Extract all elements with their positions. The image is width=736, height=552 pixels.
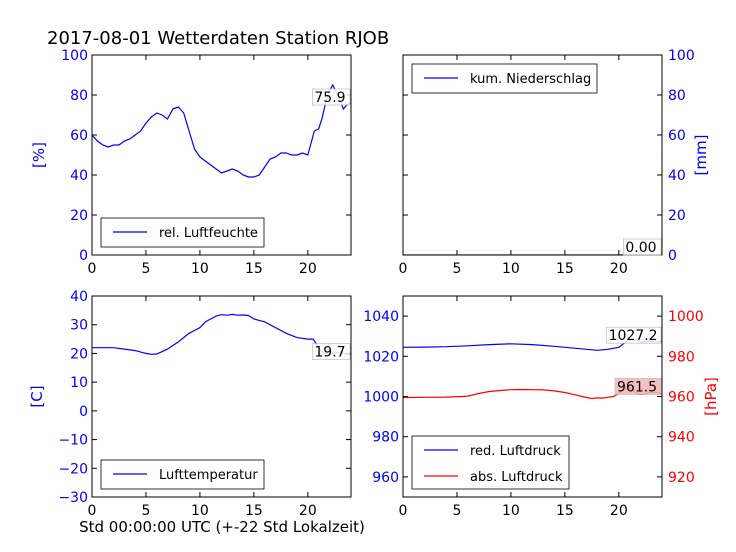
legend-entry: Lufttemperatur — [159, 468, 258, 483]
x-tick-label: 10 — [191, 503, 209, 519]
y-tick-label: 100 — [668, 48, 695, 64]
y-tick-label: 30 — [70, 318, 88, 334]
x-tick-label: 20 — [610, 503, 628, 519]
x-tick-label: 20 — [610, 261, 628, 277]
legend-entry: red. Luftdruck — [470, 444, 561, 459]
legend-box — [411, 435, 570, 490]
y-tick-label-left: 980 — [372, 430, 399, 446]
plot-frame — [402, 54, 663, 256]
figure-xlabel: Std 00:00:00 UTC (+-22 Std Lokalzeit) — [79, 518, 365, 536]
y-tick-label-left: 1000 — [363, 390, 399, 406]
y-tick-label-right: 980 — [668, 349, 695, 365]
y-tick-label: −30 — [58, 490, 88, 506]
last-value-label-bg — [623, 238, 662, 256]
y-tick-label: 40 — [668, 168, 686, 184]
y-tick-label: 0 — [79, 248, 88, 264]
y-tick-label: 100 — [61, 48, 88, 64]
x-tick-label: 15 — [245, 261, 263, 277]
last-value-label: 19.7 — [314, 345, 345, 361]
x-tick-label: 5 — [141, 503, 150, 519]
y-tick-label-left: 1040 — [363, 309, 399, 325]
y-tick-label: 40 — [70, 289, 88, 305]
legend-entry: rel. Luftfeuchte — [159, 226, 258, 241]
y-axis-label: [%] — [30, 142, 48, 168]
x-tick-label: 15 — [556, 261, 574, 277]
y-tick-label-right: 940 — [668, 430, 695, 446]
y-tick-label: 60 — [70, 128, 88, 144]
x-tick-label: 0 — [88, 261, 97, 277]
y-tick-label: 80 — [668, 88, 686, 104]
last-value-label-bg — [311, 343, 351, 360]
legend-entry: kum. Niederschlag — [470, 72, 591, 87]
y-tick-label: 80 — [70, 88, 88, 104]
last-value-label: 0.00 — [625, 240, 656, 256]
x-tick-label: 10 — [502, 261, 520, 277]
last-value-label-1-bg — [606, 326, 662, 344]
panel-pressure: 0 5 10 15 20 960 980 1000 1020 1040 920 940 960 980 10… — [363, 295, 720, 519]
x-tick-label: 5 — [141, 261, 150, 277]
y-tick-label-right: 1000 — [668, 309, 704, 325]
x-tick-label: 0 — [88, 503, 97, 519]
x-tick-label: 10 — [502, 503, 520, 519]
y-tick-label: 10 — [70, 375, 88, 391]
x-tick-label: 20 — [299, 503, 317, 519]
x-tick-label: 0 — [399, 261, 408, 277]
y-tick-label: 40 — [70, 168, 88, 184]
x-tick-label: 0 — [399, 503, 408, 519]
last-value-label-2: 961.5 — [617, 379, 657, 395]
x-tick-label: 20 — [299, 261, 317, 277]
y-tick-label: −10 — [58, 433, 88, 449]
y-axis-label: [mm] — [692, 135, 710, 176]
plot-frame — [402, 295, 663, 498]
y-tick-label: 0 — [79, 404, 88, 420]
last-value-label-bg — [311, 88, 351, 106]
x-tick-label: 10 — [191, 261, 209, 277]
y-axis-label: [C] — [28, 385, 46, 407]
last-value-label: 75.9 — [314, 90, 345, 106]
y-axis-label: [hPa] — [702, 377, 720, 416]
figure-title: 2017-08-01 Wetterdaten Station RJOB — [47, 28, 389, 49]
y-tick-label: 20 — [70, 346, 88, 362]
y-tick-label-left: 960 — [372, 470, 399, 486]
panel-humidity: 0 5 10 15 20 0 20 40 60 80 100 [%] 75.9 rel. Luftfeuc… — [30, 48, 352, 277]
series-line-0 — [92, 83, 351, 178]
y-tick-label-right: 960 — [668, 390, 695, 406]
panel-temperature: 0 5 10 15 20 −30 −20 −10 0 10 20 30 40 [C] 19.7 Lufttem… — [28, 289, 352, 519]
x-tick-label: 5 — [452, 261, 461, 277]
last-value-label-1: 1027.2 — [609, 328, 658, 344]
x-tick-label: 15 — [245, 503, 263, 519]
y-tick-label-left: 1020 — [363, 349, 399, 365]
y-tick-label: 20 — [70, 208, 88, 224]
plot-frame — [91, 54, 352, 256]
legend-entry: abs. Luftdruck — [470, 470, 563, 485]
y-tick-label: 60 — [668, 128, 686, 144]
panel-precipitation: 0 5 10 15 20 0 20 40 60 80 100 [mm] 0.00 kum. Nieders… — [399, 48, 710, 277]
last-value-label-2-bg — [614, 378, 662, 395]
x-tick-label: 5 — [452, 503, 461, 519]
y-tick-label-right: 920 — [668, 470, 695, 486]
x-tick-label: 15 — [556, 503, 574, 519]
plot-frame — [91, 295, 352, 498]
legend-box — [100, 217, 265, 248]
y-tick-label: −20 — [58, 461, 88, 477]
y-tick-label: 0 — [668, 248, 677, 264]
y-tick-label: 20 — [668, 208, 686, 224]
